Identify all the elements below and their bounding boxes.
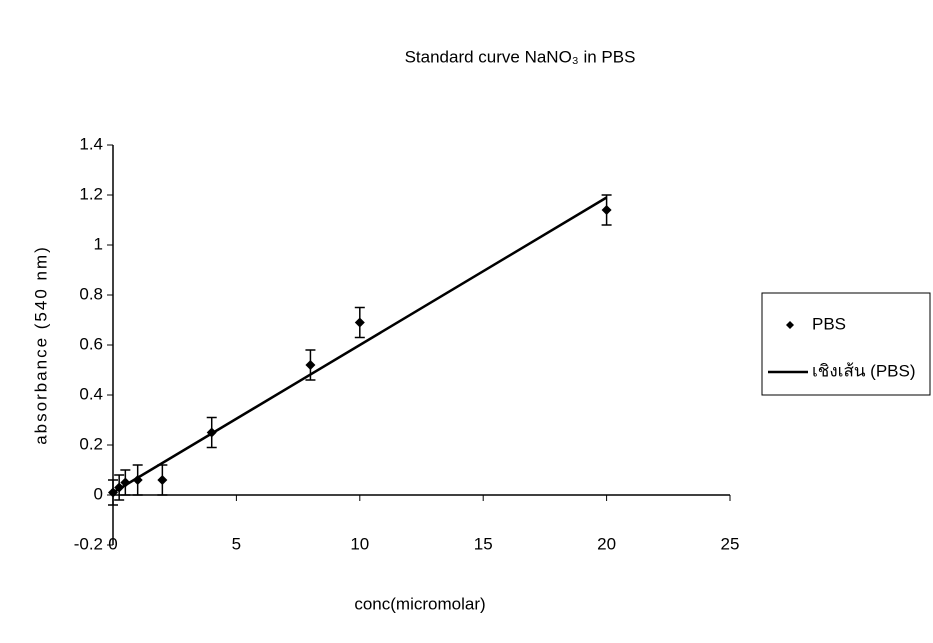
- trend-line: [112, 196, 608, 494]
- y-tick-label: 1: [94, 234, 103, 253]
- legend-marker: [786, 321, 794, 329]
- y-tick-label: 0: [94, 484, 103, 503]
- x-tick-label: 25: [721, 534, 740, 553]
- y-tick-label: 0.8: [79, 284, 103, 303]
- y-tick-label: -0.2: [74, 534, 103, 553]
- x-tick-label: 5: [232, 534, 241, 553]
- chart-title: Standard curve NaNO₃ in PBS: [405, 47, 636, 66]
- y-tick-label: 0.4: [79, 384, 103, 403]
- x-axis-label: conc(micromolar): [354, 594, 485, 613]
- data-point: [305, 360, 316, 370]
- legend-label: เชิงเส้น (PBS): [812, 361, 916, 380]
- legend-label: PBS: [812, 314, 846, 333]
- data-point: [354, 317, 365, 328]
- y-tick-label: 0.2: [79, 434, 103, 453]
- y-tick-label: 1.2: [79, 184, 103, 203]
- data-point: [601, 205, 612, 215]
- legend-box: [761, 292, 931, 396]
- x-tick-label: 20: [597, 534, 616, 553]
- x-tick-label: 0: [108, 534, 117, 553]
- x-tick-label: 15: [474, 534, 493, 553]
- x-tick-label: 10: [350, 534, 369, 553]
- y-tick-label: 0.6: [79, 334, 103, 353]
- data-point: [157, 475, 168, 485]
- y-tick-label: 1.4: [79, 134, 103, 153]
- y-axis-label: absorbance (540 nm): [31, 245, 50, 445]
